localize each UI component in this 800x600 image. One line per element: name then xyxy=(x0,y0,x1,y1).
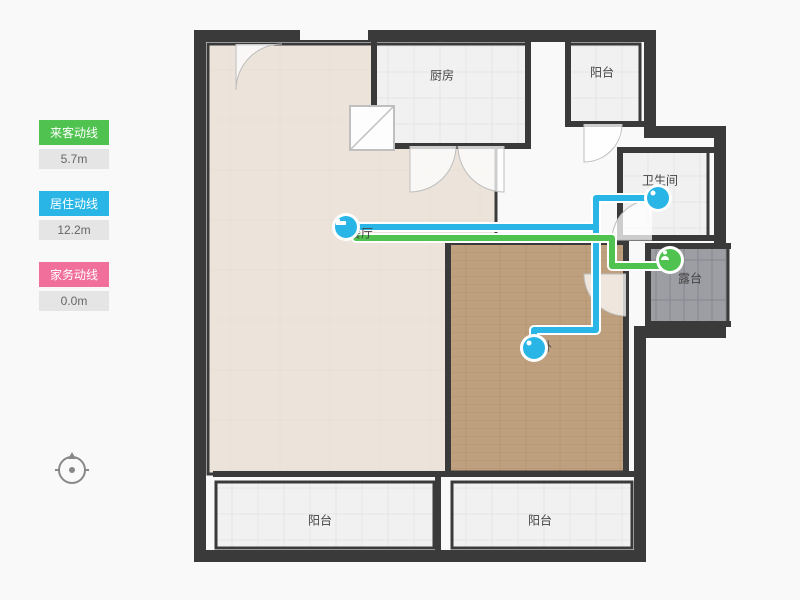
resident-path-node xyxy=(647,187,669,209)
legend-chore-value: 0.0m xyxy=(39,291,109,311)
room-label-bathroom: 卫生间 xyxy=(642,172,678,189)
room-label-balcony_sw: 阳台 xyxy=(308,512,332,529)
floor-plan-svg xyxy=(180,20,760,580)
legend-item-resident: 居住动线 12.2m xyxy=(24,191,124,240)
resident-path-node xyxy=(523,337,545,359)
room-label-balcony_se: 阳台 xyxy=(528,512,552,529)
legend-chore-label: 家务动线 xyxy=(39,262,109,287)
legend: 来客动线 5.7m 居住动线 12.2m 家务动线 0.0m xyxy=(24,120,124,333)
room-label-terrace: 露台 xyxy=(678,270,702,287)
room-label-kitchen: 厨房 xyxy=(430,67,454,84)
legend-item-chore: 家务动线 0.0m xyxy=(24,262,124,311)
legend-guest-value: 5.7m xyxy=(39,149,109,169)
floor-plan: 客餐厅厨房阳台卫生间露台主卧阳台阳台 xyxy=(180,20,760,580)
legend-resident-label: 居住动线 xyxy=(39,191,109,216)
legend-resident-value: 12.2m xyxy=(39,220,109,240)
compass-icon xyxy=(58,456,86,484)
legend-guest-label: 来客动线 xyxy=(39,120,109,145)
resident-path-node xyxy=(335,216,357,238)
legend-item-guest: 来客动线 5.7m xyxy=(24,120,124,169)
room-label-balcony_ne: 阳台 xyxy=(590,64,614,81)
guest-path-node xyxy=(659,249,681,271)
